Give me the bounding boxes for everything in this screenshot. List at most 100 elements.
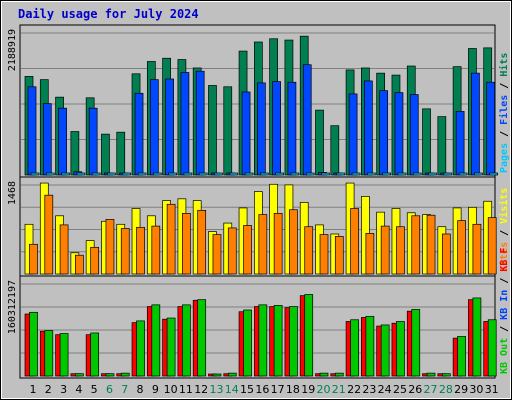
legend-separator: /: [499, 272, 510, 290]
bar-kb-out-day-27: [426, 372, 436, 377]
bar-sites-day-19: [304, 226, 314, 275]
legend-item-hits: Hits: [498, 53, 510, 77]
bar-files-day-23: [364, 80, 373, 176]
bar-files-day-22: [348, 93, 358, 176]
bar-files-day-18: [287, 81, 297, 176]
legend-separator: /: [499, 125, 510, 143]
bar-sites-day-6: [105, 219, 115, 275]
bar-pages-day-31: [489, 172, 499, 176]
bar-pages-day-30: [474, 172, 483, 176]
legend-separator: /: [499, 320, 510, 338]
bar-pages-day-11: [183, 172, 193, 176]
bar-pages-day-22: [351, 172, 361, 176]
bar-sites-day-28: [441, 233, 451, 275]
bar-sites-day-30: [472, 223, 482, 275]
legend-item-pages: Pages: [499, 143, 510, 173]
bar-pages-day-2: [45, 172, 55, 176]
x-tick-label-day-16: 16: [255, 383, 269, 396]
bar-files-day-15: [241, 91, 251, 176]
bar-sites-day-9: [151, 225, 161, 275]
bar-sites-day-4: [75, 254, 84, 275]
bar-files-day-12: [195, 70, 205, 176]
bar-kb-out-day-12: [197, 299, 207, 377]
bar-sites-day-3: [59, 224, 69, 275]
bar-pages-day-1: [30, 172, 40, 176]
bar-files-day-9: [149, 79, 159, 176]
bar-pages-day-9: [152, 172, 162, 176]
legend-item-kb-in: KB In: [499, 290, 510, 320]
legend-1: Pages / Files / Hits: [498, 53, 510, 173]
bar-sites-day-16: [258, 214, 268, 275]
bar-hits-day-21: [330, 125, 340, 176]
x-tick-label-day-10: 10: [164, 383, 178, 396]
bar-kb-out-day-1: [29, 311, 38, 377]
bar-sites-day-31: [487, 217, 497, 275]
x-tick-label-day-2: 2: [45, 383, 52, 396]
bar-kb-out-day-25: [396, 321, 405, 377]
bar-pages-day-15: [244, 172, 254, 176]
x-tick-label-day-11: 11: [179, 383, 193, 396]
x-tick-label-day-5: 5: [91, 383, 98, 396]
bar-kb-out-day-11: [182, 304, 191, 377]
bar-pages-day-20: [321, 172, 330, 176]
bar-files-day-29: [455, 111, 465, 176]
bar-files-day-19: [302, 64, 312, 176]
x-tick-label-day-8: 8: [137, 383, 144, 396]
bar-hits-day-4: [70, 131, 80, 176]
x-tick-label-day-15: 15: [240, 383, 254, 396]
bar-sites-day-2: [44, 194, 54, 275]
bar-pages-day-19: [305, 172, 315, 176]
bar-hits-day-27: [422, 108, 431, 176]
bar-kb-out-day-26: [411, 309, 421, 377]
x-tick-label-day-27: 27: [424, 383, 438, 396]
bar-kb-out-day-9: [151, 304, 161, 377]
bar-sites-day-21: [334, 236, 344, 275]
bar-kb-out-day-8: [136, 320, 145, 377]
legend-item-kb-out: KB Out: [499, 338, 510, 374]
bar-hits-day-14: [223, 86, 233, 176]
bar-sites-day-5: [90, 246, 100, 275]
bar-sites-day-15: [243, 225, 252, 275]
bar-pages-day-6: [107, 172, 116, 176]
x-tick-label-day-23: 23: [362, 383, 376, 396]
bar-kb-out-day-29: [457, 336, 466, 377]
legend-item-kb-f: KB F: [499, 248, 510, 272]
bar-pages-day-28: [443, 172, 453, 176]
bar-files-day-5: [88, 107, 98, 176]
bar-sites-day-20: [319, 234, 329, 275]
bar-pages-day-27: [428, 172, 437, 176]
x-tick-label-day-4: 4: [75, 383, 82, 396]
bar-kb-out-day-22: [350, 319, 359, 377]
bar-pages-day-25: [397, 172, 407, 176]
bar-hits-day-20: [315, 109, 324, 176]
x-tick-label-day-3: 3: [60, 383, 67, 396]
bar-kb-out-day-31: [487, 319, 497, 377]
bar-kb-out-day-13: [212, 373, 222, 377]
bar-files-day-24: [379, 90, 389, 176]
bar-kb-out-day-24: [380, 324, 390, 377]
bar-pages-day-13: [214, 172, 223, 176]
bar-files-day-2: [42, 103, 52, 176]
bar-files-day-3: [58, 107, 67, 176]
bar-kb-out-day-4: [75, 373, 84, 377]
bar-files-day-30: [471, 72, 480, 176]
bar-kb-out-day-14: [227, 372, 237, 377]
x-tick-label-day-18: 18: [286, 383, 300, 396]
bar-kb-out-day-17: [273, 305, 283, 377]
y-max-label: 160312197: [7, 280, 18, 334]
x-tick-label-day-21: 21: [332, 383, 346, 396]
bar-kb-out-day-21: [334, 372, 344, 377]
bar-hits-day-7: [116, 131, 126, 176]
bar-sites-day-26: [411, 215, 421, 275]
bar-kb-out-day-30: [472, 297, 482, 377]
legend-2: Sites / Visits: [498, 188, 510, 272]
bar-sites-day-8: [136, 226, 145, 275]
bar-sites-day-24: [380, 225, 390, 275]
bar-kb-out-day-28: [441, 373, 451, 377]
bar-sites-day-10: [166, 203, 176, 275]
bar-sites-day-25: [396, 226, 405, 275]
bar-hits-day-28: [437, 116, 447, 176]
x-tick-label-day-30: 30: [469, 383, 483, 396]
bar-sites-day-7: [120, 228, 130, 275]
